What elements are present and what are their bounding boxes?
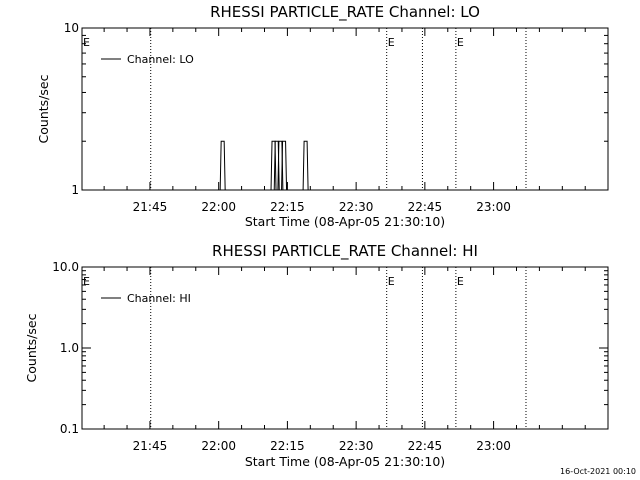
y-tick-label: 10.0 [52,260,79,274]
event-flag: E [83,36,90,49]
x-tick-label: 22:00 [201,439,236,453]
footer-timestamp: 16-Oct-2021 00:10 [560,467,636,476]
x-tick-label: 23:00 [476,200,511,214]
x-tick-label: 22:45 [408,200,443,214]
legend-entry: Channel: HI [127,292,191,305]
panel-lo: RHESSI PARTICLE_RATE Channel: LO 21:45 22:… [36,3,609,229]
x-tick-label: 22:00 [201,200,236,214]
event-flag: E [83,275,90,288]
y-tick-label: 10 [64,21,79,35]
x-tick-label: 22:45 [408,439,443,453]
series-spike [219,140,226,191]
x-tick-label: 23:00 [476,439,511,453]
x-tick-label: 21:45 [133,200,168,214]
plot-frame [81,27,609,191]
y-tick-label: 0.1 [60,422,79,436]
event-flag: E [457,36,464,49]
y-tick-label: 1 [71,183,79,197]
series-spike [270,140,277,191]
x-tick-label: 21:45 [133,439,168,453]
x-axis-label: Start Time (08-Apr-05 21:30:10) [245,454,445,469]
x-axis-label: Start Time (08-Apr-05 21:30:10) [245,214,445,229]
y-tick-label: 1.0 [60,341,79,355]
x-tick-label: 22:15 [270,439,305,453]
event-flag: E [388,275,395,288]
y-axis-label: Counts/sec [36,74,51,143]
legend-entry: Channel: LO [127,53,194,66]
chart-title: RHESSI PARTICLE_RATE Channel: LO [210,3,480,22]
series-spike [281,140,288,191]
series-spike [302,140,309,191]
panel-hi: RHESSI PARTICLE_RATE Channel: HI 21:45 22:… [24,242,609,469]
x-tick-label: 22:30 [339,200,374,214]
y-axis-label: Counts/sec [24,313,39,382]
event-flag: E [457,275,464,288]
chart-title: RHESSI PARTICLE_RATE Channel: HI [212,242,478,261]
x-tick-label: 22:15 [270,200,305,214]
x-tick-label: 22:30 [339,439,374,453]
event-flag: E [388,36,395,49]
